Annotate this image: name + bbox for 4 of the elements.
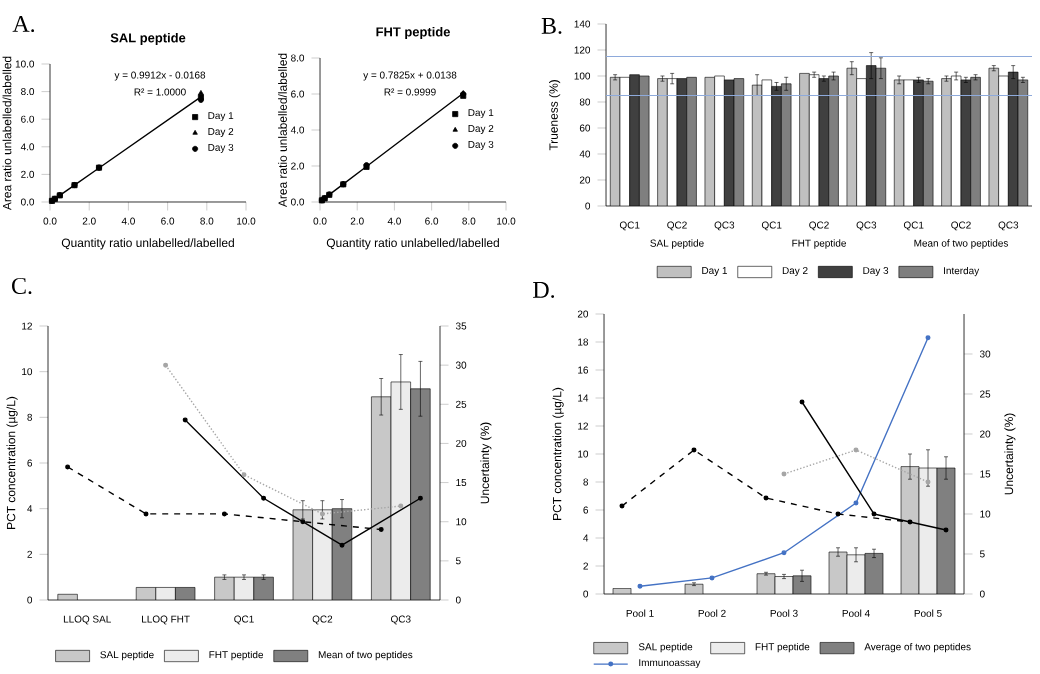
text: C. <box>12 277 32 295</box>
text: D. <box>533 282 555 298</box>
text: A. <box>12 15 35 33</box>
text: B. <box>541 18 562 34</box>
